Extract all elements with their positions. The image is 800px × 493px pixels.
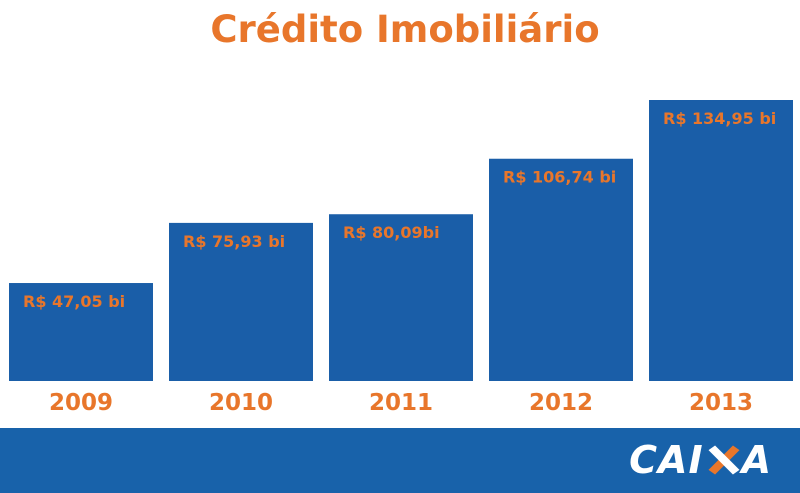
bar-2011 <box>329 214 473 381</box>
x-tick-2010: 2010 <box>209 390 273 416</box>
bar-2013 <box>649 100 793 381</box>
data-label-2011: R$ 80,09bi <box>343 223 440 242</box>
footer-band <box>0 428 800 493</box>
logo-text-right: A <box>741 438 772 482</box>
logo-text-left: CAI <box>629 438 704 482</box>
data-labels-group: R$ 47,05 bi R$ 75,93 bi R$ 80,09bi R$ 106,7… <box>23 109 776 311</box>
logo-x-icon <box>706 443 740 477</box>
data-label-2009: R$ 47,05 bi <box>23 292 125 311</box>
data-label-2012: R$ 106,74 bi <box>503 168 616 187</box>
caixa-logo: CAI A <box>629 436 772 484</box>
x-tick-2013: 2013 <box>689 390 753 416</box>
bars-group <box>9 100 793 381</box>
data-label-2013: R$ 134,95 bi <box>663 109 776 128</box>
x-tick-2009: 2009 <box>49 390 113 416</box>
x-tick-2011: 2011 <box>369 390 433 416</box>
bar-2009 <box>9 283 153 381</box>
chart-title: Crédito Imobiliário <box>210 8 599 51</box>
x-axis-ticks: 2009 2010 2011 2012 2013 <box>49 390 753 416</box>
bar-2010 <box>169 222 313 381</box>
bar-2012 <box>489 158 633 381</box>
x-tick-2012: 2012 <box>529 390 593 416</box>
data-label-2010: R$ 75,93 bi <box>183 232 285 251</box>
